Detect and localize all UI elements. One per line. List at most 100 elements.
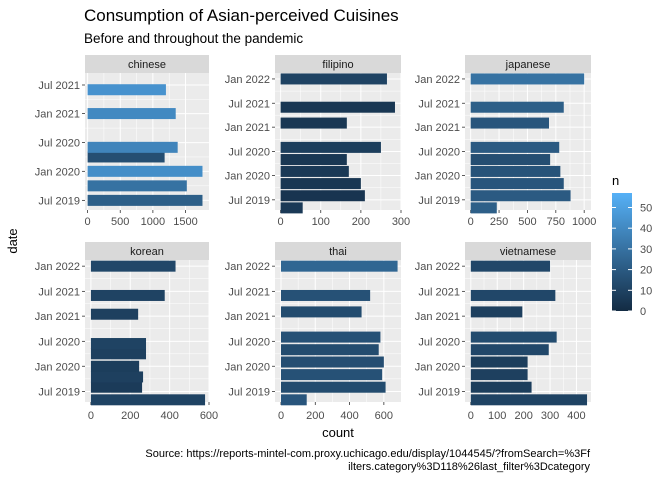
y-tick-label: Jul 2019: [38, 386, 80, 398]
x-tick-label: 1000: [572, 216, 596, 228]
y-tick-label: Jul 2019: [228, 195, 270, 207]
facet-strip-vietnamese: [465, 242, 591, 260]
y-tick-label: Jan 2022: [415, 261, 460, 273]
x-tick-label: 0: [468, 216, 474, 228]
x-tick-label: 400: [567, 410, 585, 422]
x-tick-label: 300: [541, 410, 559, 422]
y-tick-label: Jul 2020: [38, 336, 80, 348]
bar-vietnamese: [470, 356, 528, 368]
y-tick-label: Jul 2019: [418, 386, 460, 398]
panel-background: [275, 73, 401, 210]
y-tick-label: Jul 2020: [38, 138, 80, 150]
legend-tick-label: 20: [640, 265, 652, 277]
bar-thai: [281, 381, 386, 393]
bar-vietnamese: [470, 394, 588, 406]
x-tick-label: 500: [518, 216, 536, 228]
x-tick-label: 300: [392, 216, 410, 228]
bar-thai: [281, 260, 398, 272]
bar-filipino: [280, 178, 361, 190]
chart-title: Consumption of Asian-perceived Cuisines: [84, 6, 399, 25]
x-tick-label: 100: [312, 216, 330, 228]
y-tick-label: Jul 2020: [228, 336, 270, 348]
y-tick-label: Jan 2021: [415, 122, 460, 134]
bar-vietnamese: [470, 260, 551, 272]
x-tick-label: 400: [160, 410, 178, 422]
y-axis-title: date: [5, 228, 20, 253]
facet-strip-label: filipino: [322, 59, 353, 71]
y-tick-label: Jan 2022: [415, 74, 460, 86]
y-tick-label: Jul 2021: [228, 286, 270, 298]
bar-filipino: [280, 141, 381, 153]
bar-vietnamese: [470, 306, 523, 318]
bar-filipino: [280, 165, 349, 177]
legend-tick-label: 30: [640, 244, 652, 256]
bar-filipino: [280, 154, 347, 166]
bar-chinese: [87, 165, 203, 177]
legend-title: n: [612, 173, 619, 188]
legend-tick-label: 10: [640, 285, 652, 297]
bar-vietnamese: [470, 289, 556, 301]
y-tick-label: Jul 2021: [228, 98, 270, 110]
legend-tick-label: 0: [640, 306, 646, 318]
x-tick-label: 200: [306, 410, 324, 422]
bar-thai: [281, 356, 384, 368]
facet-strip-label: korean: [130, 246, 164, 258]
x-tick-label: 0: [278, 410, 284, 422]
facet-strip-korean: [85, 242, 209, 260]
x-tick-label: 200: [121, 410, 139, 422]
x-tick-label: 600: [375, 410, 393, 422]
bar-vietnamese: [470, 369, 528, 381]
x-tick-label: 750: [547, 216, 565, 228]
x-tick-label: 0: [85, 216, 91, 228]
facet-strip-chinese: [85, 55, 209, 73]
y-tick-label: Jan 2022: [225, 261, 270, 273]
y-tick-label: Jan 2022: [35, 261, 80, 273]
y-tick-label: Jul 2020: [228, 146, 270, 158]
y-tick-label: Jan 2021: [225, 311, 270, 323]
y-tick-label: Jan 2020: [35, 361, 80, 373]
y-tick-label: Jan 2021: [415, 311, 460, 323]
y-tick-label: Jul 2019: [38, 195, 80, 207]
bar-chinese: [87, 151, 165, 163]
y-tick-label: Jul 2021: [418, 98, 460, 110]
facet-panel-korean: korean 0 200 400 600 Jul 2019 Jan 2020 Jul 2020…: [35, 242, 218, 422]
facet-panel-filipino: filipino 0 100 200 300 Jul 2019 Jan 2020 Jul 20…: [225, 55, 410, 228]
y-tick-label: Jul 2021: [38, 80, 80, 92]
caption-line-1: Source: https://reports-mintel-com.proxy…: [145, 448, 591, 460]
x-tick-label: 100: [488, 410, 506, 422]
facet-panel-vietnamese: vietnamese 0 100 200 300 400 Jul 2019 Jan 2020 J…: [415, 242, 591, 422]
bar-korean: [90, 360, 140, 372]
bar-korean: [90, 338, 147, 350]
bar-filipino: [280, 202, 303, 214]
bar-japanese: [470, 202, 497, 214]
facet-strip-japanese: [465, 55, 591, 73]
y-tick-label: Jan 2021: [35, 109, 80, 121]
x-tick-label: 1500: [173, 216, 197, 228]
y-tick-label: Jan 2020: [225, 171, 270, 183]
legend-colorbar: [612, 193, 632, 311]
bar-chinese: [87, 194, 203, 206]
facet-panel-chinese: chinese 0 500 1000 1500 Jul 2019 Jan 2020 Jul 2…: [35, 55, 209, 228]
facet-strip-label: thai: [329, 246, 347, 258]
bar-korean: [90, 371, 144, 383]
y-tick-label: Jul 2020: [418, 146, 460, 158]
bar-korean: [90, 308, 139, 320]
fill-legend: n 0 10 20 30 40 50: [612, 173, 652, 318]
bar-chinese: [87, 141, 178, 153]
x-tick-label: 400: [340, 410, 358, 422]
x-tick-label: 0: [88, 410, 94, 422]
x-axis-title: count: [322, 425, 354, 440]
bar-thai: [281, 331, 381, 343]
bar-japanese: [470, 101, 564, 113]
bar-japanese: [470, 73, 585, 85]
y-tick-label: Jul 2019: [228, 386, 270, 398]
bar-japanese: [470, 178, 564, 190]
bar-korean: [90, 348, 147, 360]
x-tick-label: 0: [468, 410, 474, 422]
bar-vietnamese: [470, 381, 532, 393]
bar-chinese: [87, 108, 176, 120]
bar-thai: [281, 289, 371, 301]
bar-thai: [281, 344, 379, 356]
